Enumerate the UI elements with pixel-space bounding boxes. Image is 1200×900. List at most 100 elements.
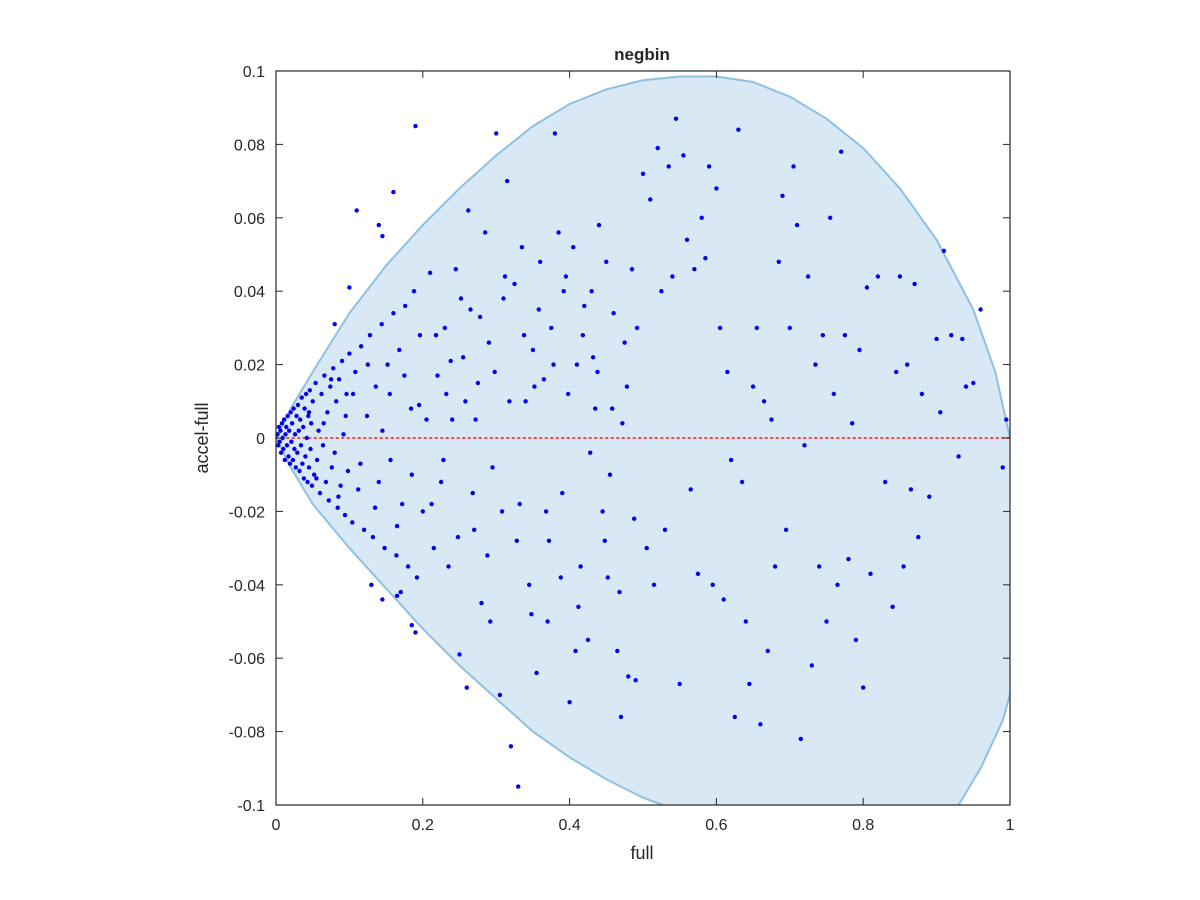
data-point-122 <box>347 285 352 290</box>
data-point-14 <box>285 413 290 419</box>
data-point-186 <box>640 171 646 176</box>
data-point-200 <box>692 267 697 272</box>
x-tick-label-0: 0 <box>272 817 281 834</box>
data-point-163 <box>552 131 558 136</box>
y-tick-label-0: -0.1 <box>237 798 265 815</box>
data-point-229 <box>798 736 803 742</box>
data-point-269 <box>978 307 983 312</box>
data-point-281 <box>485 553 490 558</box>
data-point-216 <box>750 384 756 389</box>
data-point-192 <box>662 527 668 532</box>
data-point-85 <box>382 545 387 551</box>
data-point-118 <box>391 189 396 195</box>
data-point-134 <box>450 417 455 422</box>
data-point-94 <box>408 406 414 411</box>
data-point-255 <box>905 362 910 367</box>
data-point-307 <box>517 501 522 507</box>
data-point-162 <box>549 325 554 331</box>
data-point-301 <box>632 516 637 521</box>
data-point-24 <box>292 432 298 437</box>
data-point-41 <box>305 479 310 485</box>
data-point-193 <box>666 164 671 169</box>
data-point-13 <box>284 443 290 448</box>
data-point-279 <box>470 490 475 496</box>
data-point-80 <box>367 333 373 338</box>
data-point-52 <box>316 428 321 433</box>
data-point-202 <box>699 215 704 220</box>
data-point-292 <box>565 391 571 397</box>
data-point-299 <box>617 589 622 595</box>
data-point-215 <box>747 681 752 687</box>
data-point-311 <box>576 604 581 609</box>
data-point-211 <box>732 714 737 720</box>
data-point-276 <box>448 358 453 364</box>
data-point-125 <box>380 597 385 602</box>
data-point-312 <box>590 355 596 360</box>
data-point-5 <box>278 450 284 455</box>
shaded-region-fill <box>276 76 1010 805</box>
data-point-67 <box>338 483 343 488</box>
data-point-199 <box>688 487 693 492</box>
data-point-236 <box>824 619 829 624</box>
y-axis-ticks: -0.1 -0.08 -0.06 -0.04 -0.02 0 0.02 0.04 0.06 0.0… <box>229 64 1010 815</box>
data-point-115 <box>354 208 359 213</box>
data-point-254 <box>901 564 906 569</box>
data-point-106 <box>358 461 363 466</box>
data-point-171 <box>582 303 587 309</box>
data-point-204 <box>706 164 712 169</box>
data-point-197 <box>681 153 686 158</box>
data-point-47 <box>309 483 315 488</box>
data-point-169 <box>574 362 580 367</box>
data-point-91 <box>400 501 405 507</box>
region-upper-edge <box>275 75 1011 439</box>
data-point-244 <box>853 637 859 643</box>
data-point-98 <box>420 509 425 514</box>
data-point-189 <box>651 582 657 587</box>
data-point-96 <box>414 575 420 580</box>
data-point-261 <box>934 336 939 342</box>
data-point-280 <box>477 314 483 320</box>
data-point-166 <box>563 274 569 279</box>
y-tick-label-3: -0.04 <box>229 578 266 595</box>
data-point-180 <box>615 648 620 654</box>
data-point-213 <box>739 479 745 485</box>
data-point-28 <box>295 402 301 408</box>
data-point-268 <box>971 380 976 386</box>
data-point-143 <box>479 600 484 606</box>
data-point-18 <box>288 410 293 415</box>
data-point-9 <box>281 417 287 422</box>
data-point-227 <box>791 164 796 169</box>
data-point-235 <box>820 333 825 338</box>
data-point-139 <box>466 208 471 213</box>
data-point-168 <box>571 245 576 250</box>
data-point-39 <box>303 391 309 397</box>
data-point-8 <box>281 446 286 452</box>
data-point-272 <box>424 417 429 422</box>
data-point-253 <box>897 274 903 279</box>
data-point-149 <box>501 296 506 301</box>
data-point-120 <box>409 623 414 628</box>
data-point-150 <box>505 178 510 184</box>
data-point-17 <box>287 461 293 466</box>
data-point-201 <box>695 571 701 576</box>
data-point-267 <box>963 384 969 389</box>
data-point-289 <box>543 509 549 514</box>
data-point-190 <box>655 145 660 151</box>
data-point-203 <box>703 256 708 261</box>
data-point-124 <box>369 582 374 587</box>
data-point-20 <box>289 421 295 426</box>
data-point-130 <box>435 373 440 378</box>
data-point-44 <box>307 388 312 393</box>
data-point-22 <box>291 406 296 411</box>
data-point-160 <box>541 377 547 382</box>
data-point-183 <box>626 674 631 679</box>
data-point-45 <box>308 446 313 452</box>
data-point-123 <box>332 322 337 327</box>
data-point-287 <box>529 612 534 617</box>
data-point-156 <box>527 582 532 587</box>
data-point-77 <box>358 344 364 349</box>
data-point-175 <box>596 222 602 228</box>
data-point-154 <box>519 245 525 250</box>
data-point-172 <box>585 637 591 643</box>
data-point-53 <box>317 490 323 496</box>
